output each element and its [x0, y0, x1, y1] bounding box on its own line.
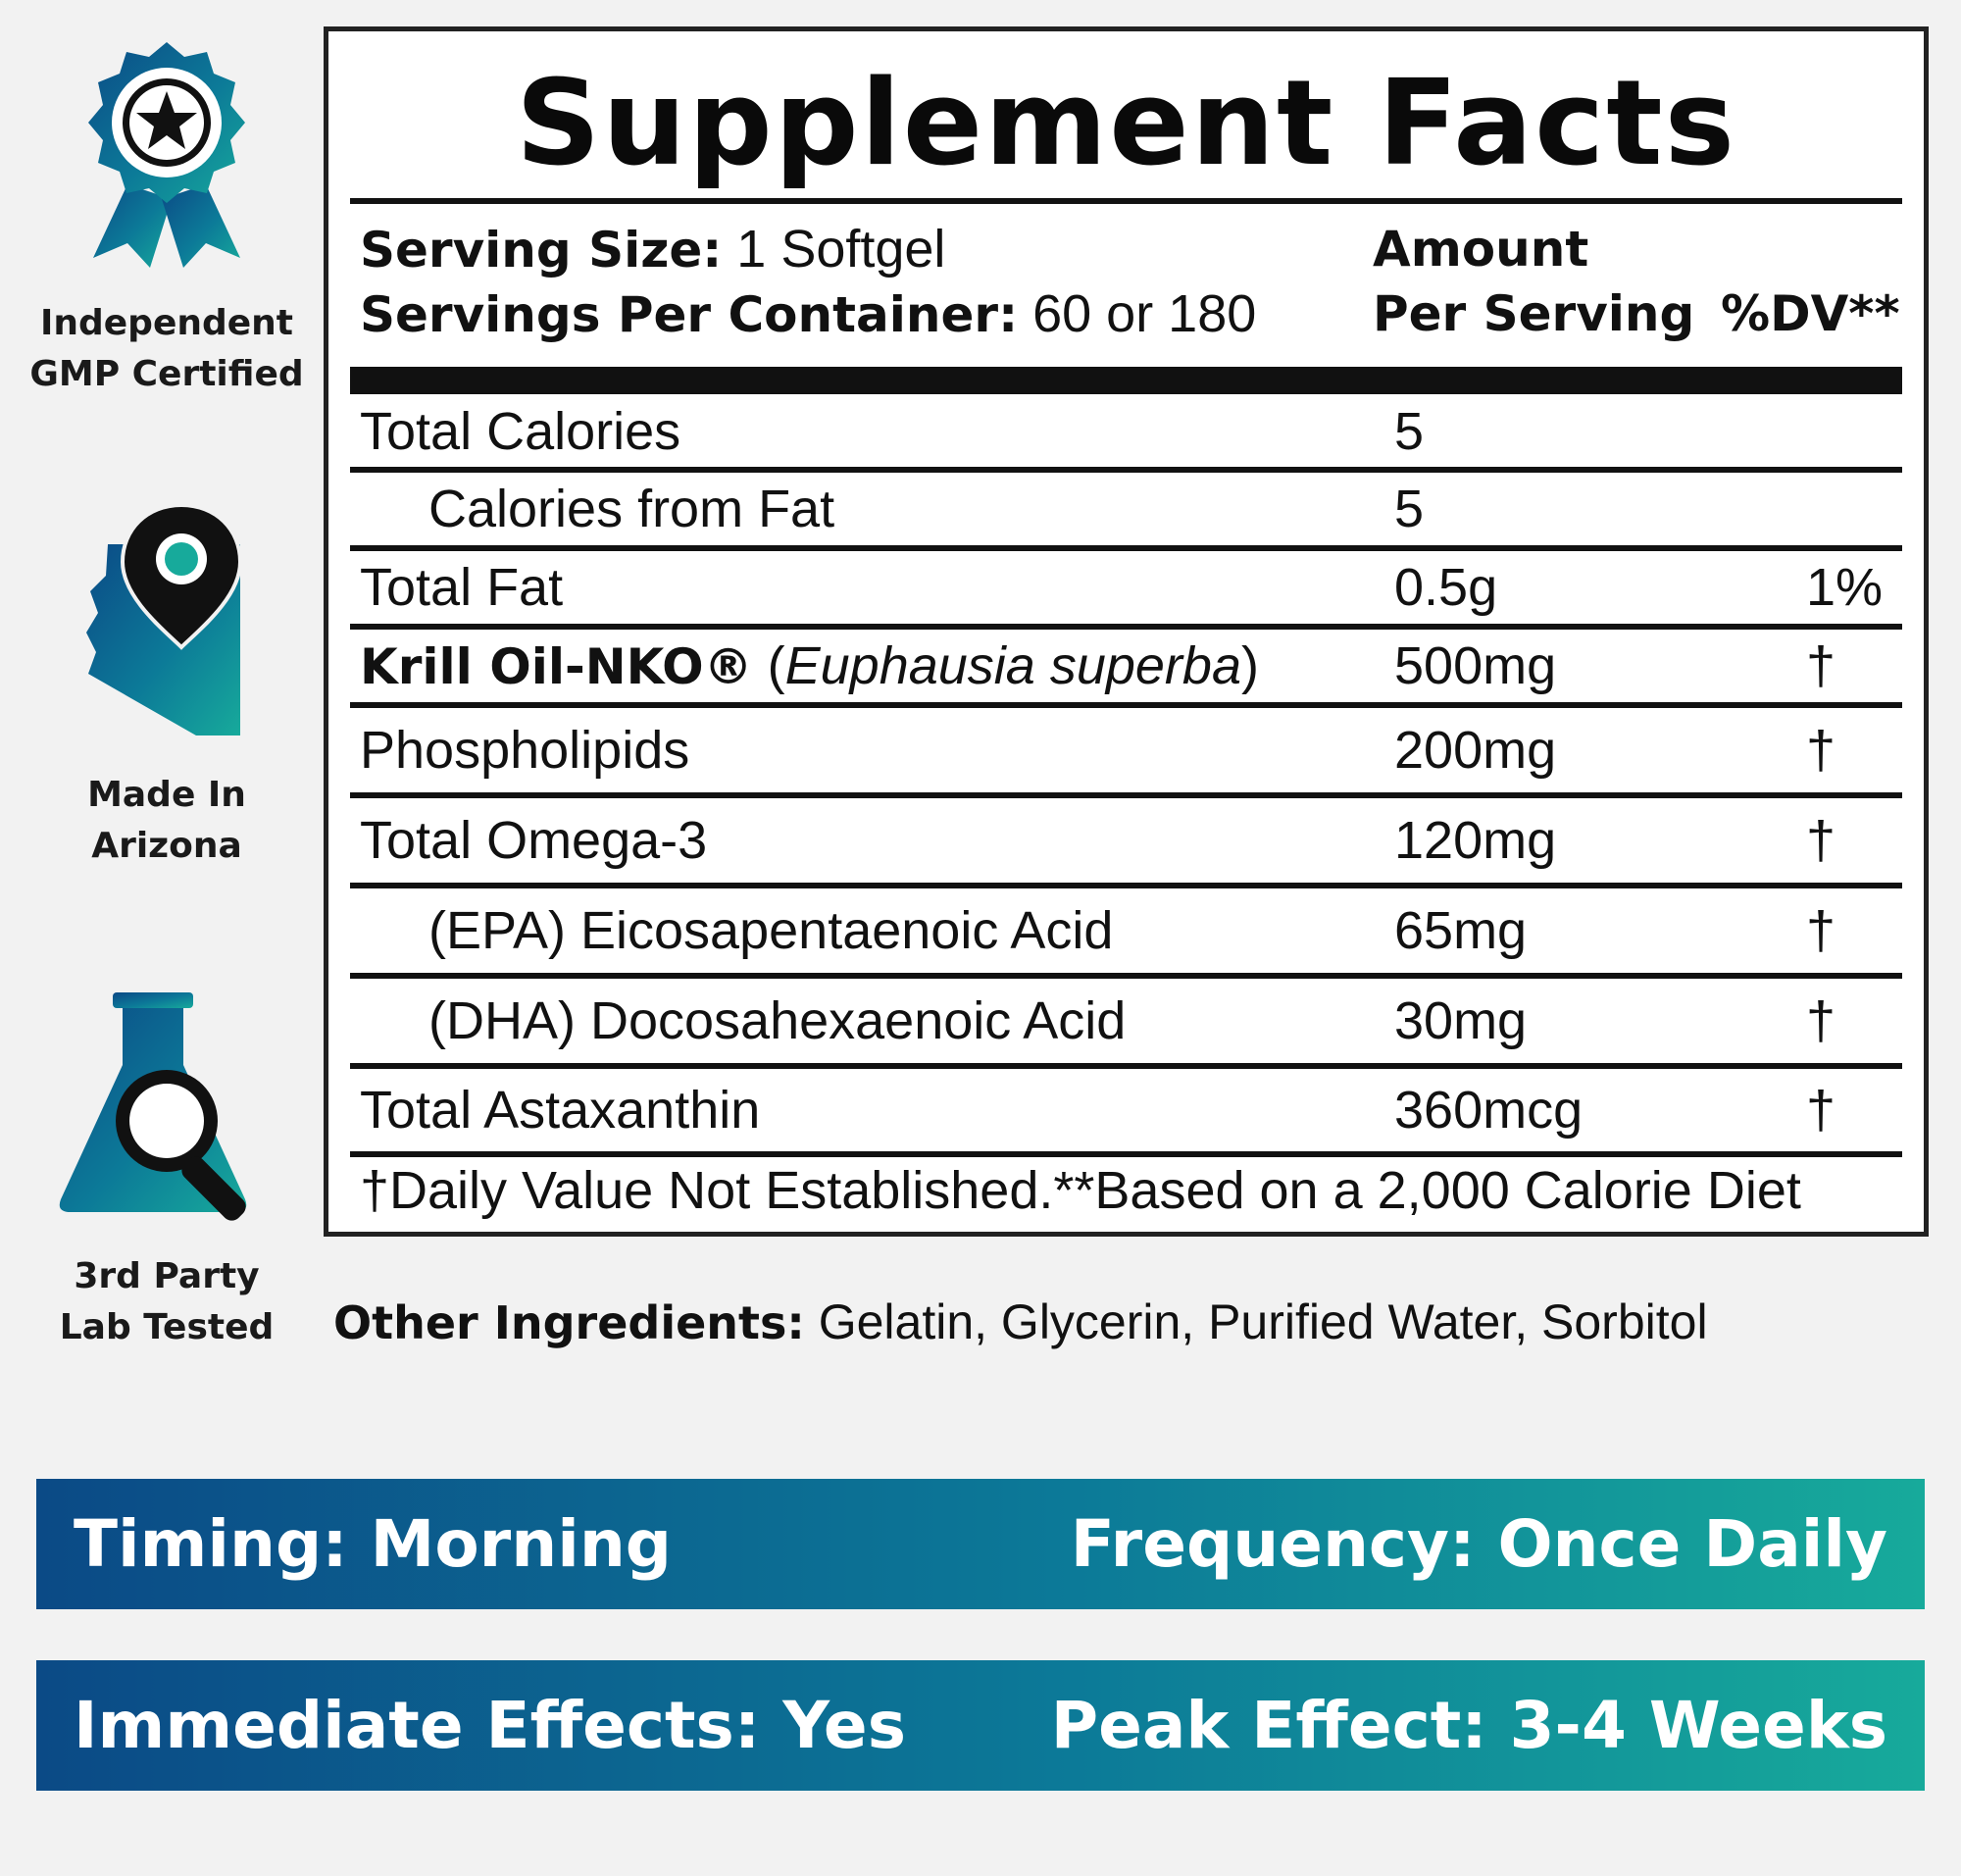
divider — [350, 467, 1902, 473]
amount-header-2: Per Serving — [1373, 285, 1695, 342]
panel-title: Supplement Facts — [515, 56, 1736, 192]
arizona-badge-label: Made In Arizona — [87, 775, 246, 866]
serving-size-value: 1 Softgel — [736, 220, 946, 279]
immediate-effects-text: Immediate Effects: Yes — [74, 1688, 906, 1763]
species-name: Euphausia superba — [784, 636, 1241, 695]
divider — [350, 545, 1902, 551]
row-amount: 0.5g — [1394, 558, 1498, 617]
row-amount: 200mg — [1394, 721, 1557, 780]
divider — [350, 792, 1902, 798]
lab-flask-magnifier-icon — [59, 992, 247, 1221]
effects-bar: Immediate Effects: Yes Peak Effect: 3-4 … — [36, 1660, 1925, 1791]
divider — [350, 624, 1902, 630]
row-name: (DHA) Docosahexaenoic Acid — [428, 991, 1127, 1050]
timing-text: Timing: Morning — [74, 1506, 673, 1582]
row-name: Calories from Fat — [428, 480, 835, 538]
other-ingredients: Other Ingredients: Gelatin, Glycerin, Pu… — [333, 1293, 1708, 1352]
table-row: Calories from Fat 5 — [350, 473, 1902, 545]
table-row: Total Omega-3 120mg † — [350, 798, 1902, 883]
table-row: (EPA) Eicosapentaenoic Acid 65mg † — [350, 888, 1902, 973]
award-ribbon-star-icon — [88, 42, 245, 268]
row-name: Total Fat — [360, 558, 564, 617]
divider — [350, 198, 1902, 204]
footnote: †Daily Value Not Established.**Based on … — [360, 1161, 1801, 1220]
row-dv: † — [1806, 1081, 1836, 1140]
table-row: Total Fat 0.5g 1% — [350, 551, 1902, 624]
arizona-map-pin-icon — [86, 505, 243, 735]
table-row: Phospholipids 200mg † — [350, 708, 1902, 792]
row-dv: 1% — [1806, 558, 1884, 617]
frequency-text: Frequency: Once Daily — [1070, 1506, 1887, 1582]
peak-effect-text: Peak Effect: 3-4 Weeks — [1050, 1688, 1887, 1763]
divider — [350, 973, 1902, 979]
made-in-arizona-badge: Made In Arizona — [0, 505, 333, 872]
row-name: Krill Oil-NKO® (Euphausia superba) — [360, 630, 1259, 703]
divider-thick — [350, 367, 1902, 394]
serving-size: Serving Size: 1 Softgel — [360, 216, 945, 283]
table-row: Krill Oil-NKO® (Euphausia superba) 500mg… — [350, 630, 1902, 702]
row-dv: † — [1806, 901, 1836, 960]
gmp-certified-badge: Independent GMP Certified — [0, 37, 333, 400]
paren-close: ) — [1240, 636, 1259, 695]
row-amount: 120mg — [1394, 811, 1557, 870]
amount-header-1: Amount — [1373, 221, 1589, 278]
row-name: Phospholipids — [360, 721, 690, 780]
row-name: (EPA) Eicosapentaenoic Acid — [428, 901, 1114, 960]
other-ingredients-label: Other Ingredients: — [333, 1296, 805, 1349]
servings-value: 60 or 180 — [1032, 284, 1257, 343]
row-name: Total Astaxanthin — [360, 1081, 761, 1140]
row-amount: 30mg — [1394, 991, 1528, 1050]
table-row: Total Calories 5 — [350, 396, 1902, 467]
dv-header: %DV** — [1721, 285, 1900, 342]
row-dv: † — [1806, 636, 1836, 695]
divider — [350, 883, 1902, 888]
row-dv: † — [1806, 991, 1836, 1050]
supplement-facts-panel: Supplement Facts Serving Size: 1 Softgel… — [324, 26, 1929, 1237]
other-ingredients-value: Gelatin, Glycerin, Purified Water, Sorbi… — [804, 1294, 1708, 1349]
divider — [350, 702, 1902, 708]
row-amount: 360mcg — [1394, 1081, 1584, 1140]
serving-size-label: Serving Size: — [360, 222, 723, 279]
krill-oil-name: Krill Oil-NKO® — [360, 638, 753, 695]
row-name: Total Omega-3 — [360, 811, 708, 870]
row-amount: 5 — [1394, 480, 1425, 538]
table-row: Total Astaxanthin 360mcg † — [350, 1069, 1902, 1151]
divider — [350, 1063, 1902, 1069]
divider — [350, 1151, 1902, 1157]
row-amount: 500mg — [1394, 636, 1557, 695]
row-amount: 65mg — [1394, 901, 1528, 960]
gmp-badge-label: Independent GMP Certified — [29, 303, 304, 394]
lab-tested-badge: 3rd Party Lab Tested — [0, 989, 333, 1353]
row-amount: 5 — [1394, 402, 1425, 461]
row-name: Total Calories — [360, 402, 681, 461]
table-row: (DHA) Docosahexaenoic Acid 30mg † — [350, 979, 1902, 1063]
timing-frequency-bar: Timing: Morning Frequency: Once Daily — [36, 1479, 1925, 1609]
lab-badge-label: 3rd Party Lab Tested — [59, 1256, 275, 1347]
servings-label: Servings Per Container: — [360, 286, 1019, 343]
paren-open: ( — [752, 636, 785, 695]
row-dv: † — [1806, 721, 1836, 780]
servings-per-container: Servings Per Container: 60 or 180 — [360, 280, 1256, 348]
row-dv: † — [1806, 811, 1836, 870]
